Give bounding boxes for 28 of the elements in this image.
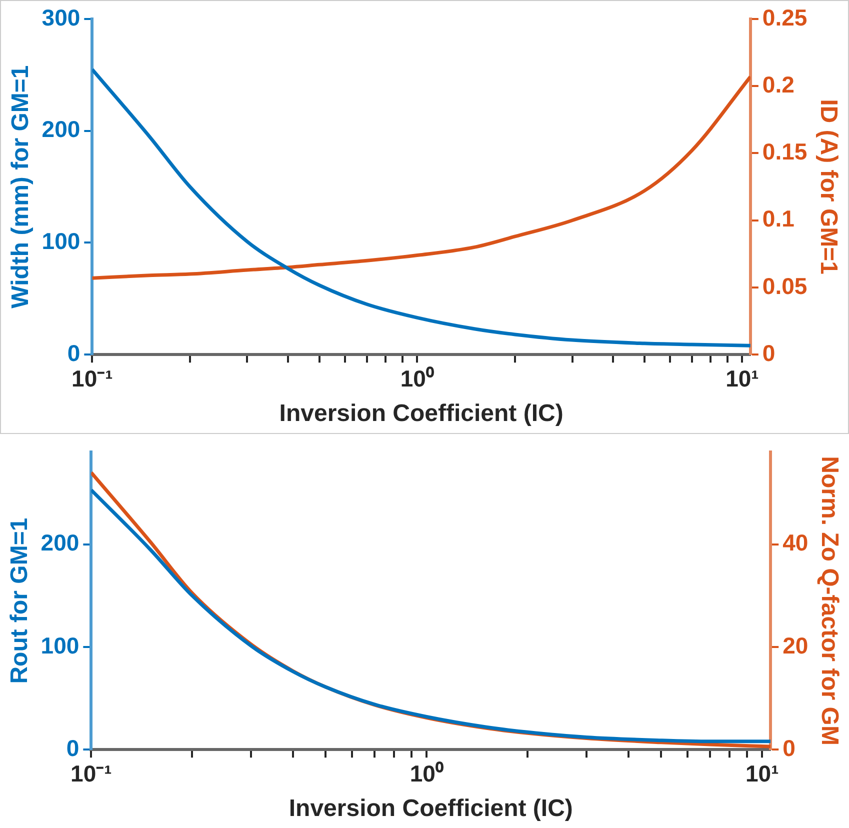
y-tick-label: 200: [42, 116, 80, 142]
y2-tick-label: 0.25: [762, 4, 808, 30]
x-axis-title: Inversion Coefficient (IC): [279, 400, 564, 428]
y-tick-label: 300: [42, 4, 80, 30]
x-tick-label: 10¹: [726, 366, 759, 392]
y-tick-label: 100: [40, 632, 80, 658]
y2-axis-title: ID (A) for GM=1: [814, 99, 842, 274]
y2-tick-label: 0.1: [762, 206, 795, 232]
y2-tick-label: 40: [782, 530, 808, 556]
x-tick-label: 10¹: [746, 760, 779, 787]
y2-tick-label: 0: [782, 734, 796, 761]
y-tick-label: 0: [66, 734, 80, 761]
x-tick-label: 10⁰: [410, 760, 444, 787]
y2-tick-label: 0.2: [762, 71, 794, 98]
x-tick-label: 10⁻¹: [72, 366, 113, 392]
x-axis-title: Inversion Coefficient (IC): [288, 795, 573, 822]
y2-tick-label: 0.15: [762, 138, 808, 165]
y2-tick-label: 0.05: [762, 272, 808, 299]
y-tick-label: 100: [42, 228, 80, 254]
y-tick-label: 200: [40, 530, 80, 556]
y2-axis-title: Norm. Zo Q-factor for GM: [816, 456, 843, 746]
x-tick-label: 10⁰: [400, 366, 435, 392]
y-tick-label: 0: [67, 340, 80, 366]
y-axis-title: Width (mm) for GM=1: [7, 65, 34, 308]
y2-tick-label: 0: [762, 340, 776, 366]
x-tick-label: 10⁻¹: [70, 760, 112, 787]
y-axis-title: Rout for GM=1: [6, 518, 34, 684]
y2-tick-label: 20: [782, 632, 808, 658]
